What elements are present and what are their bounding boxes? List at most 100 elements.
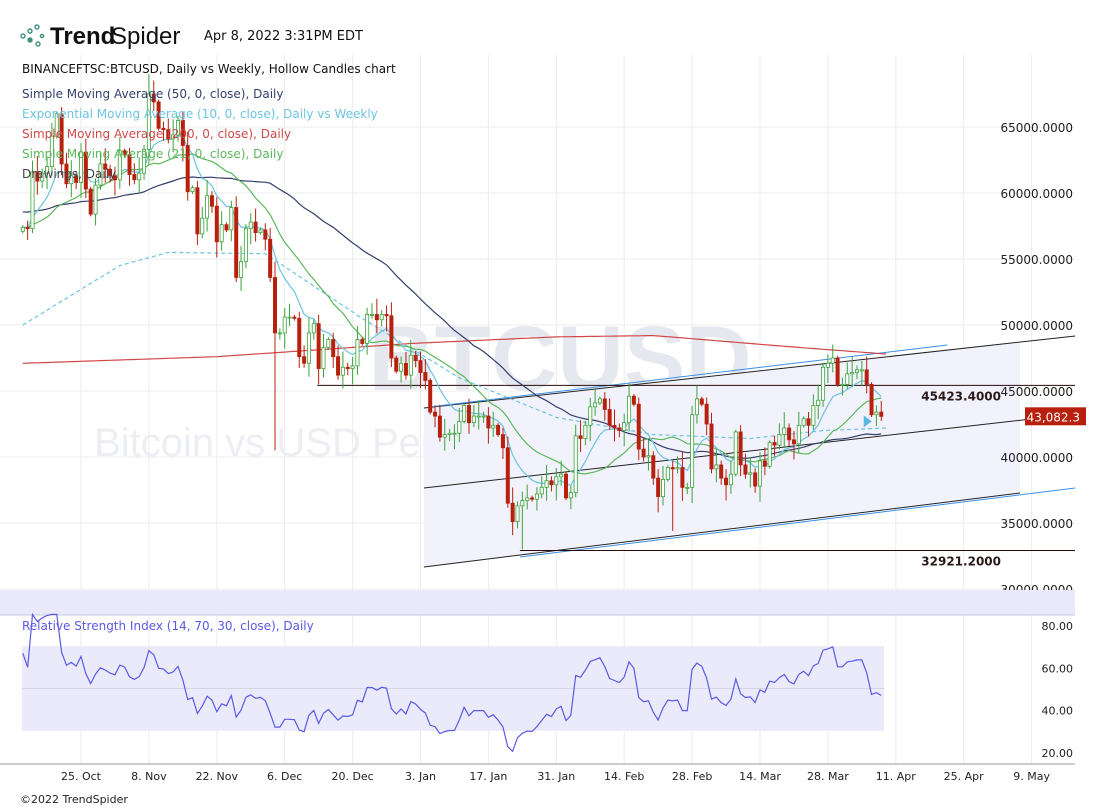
legend-item: Simple Moving Average (50, 0, close), Da… bbox=[22, 87, 283, 101]
candle-body bbox=[239, 261, 244, 278]
y-tick-label: 50000.0000 bbox=[1000, 319, 1073, 333]
candle-body bbox=[782, 427, 787, 435]
y-tick-label: 55000.0000 bbox=[1000, 253, 1073, 267]
x-tick-label: 17. Jan bbox=[469, 770, 507, 783]
candle-body bbox=[699, 398, 704, 405]
candle-body bbox=[428, 380, 433, 413]
legend-item: Drawings, Daily bbox=[22, 167, 116, 181]
y-tick-label: 35000.0000 bbox=[1000, 517, 1073, 531]
candle-body bbox=[20, 226, 25, 232]
candle-body bbox=[583, 424, 588, 439]
x-tick-label: 22. Nov bbox=[196, 770, 239, 783]
time-axis[interactable]: 25. Oct 8. Nov 22. Nov 6. Dec 20. Dec 3. Jan 1… bbox=[61, 770, 1050, 783]
copyright: ©2022 TrendSpider bbox=[20, 793, 128, 806]
candle-body bbox=[437, 415, 442, 438]
candle-body bbox=[302, 356, 307, 364]
candle-body bbox=[670, 467, 675, 470]
panel-separator[interactable] bbox=[0, 590, 1075, 615]
candle-body bbox=[413, 354, 418, 362]
candle-body bbox=[326, 339, 331, 348]
candle-body bbox=[287, 316, 292, 319]
ema10-line bbox=[22, 134, 882, 487]
candle-body bbox=[112, 175, 117, 181]
spider-logo-icon bbox=[20, 24, 45, 47]
candle-body bbox=[243, 228, 248, 263]
candle-body bbox=[190, 187, 195, 193]
candle-body bbox=[214, 205, 219, 243]
candle-body bbox=[743, 464, 748, 475]
rsi-panel: 80.00 60.00 40.00 20.00 bbox=[22, 612, 1074, 760]
candle-body bbox=[641, 448, 646, 458]
candle-body bbox=[272, 277, 277, 334]
candle-body bbox=[748, 472, 753, 475]
candle-body bbox=[661, 479, 666, 498]
candle-body bbox=[840, 383, 845, 386]
candle-body bbox=[578, 435, 583, 439]
candle-body bbox=[394, 357, 399, 372]
rsi-line bbox=[22, 612, 882, 753]
candle-body bbox=[554, 476, 559, 486]
candle-body bbox=[442, 434, 447, 438]
candle-body bbox=[728, 473, 733, 486]
candle-body bbox=[597, 398, 602, 404]
candle-body bbox=[767, 442, 772, 467]
legend-item: Exponential Moving Average (10, 0, close… bbox=[22, 107, 378, 121]
candle-body bbox=[209, 195, 214, 207]
candle-body bbox=[98, 163, 103, 186]
level-label: 32921.2000 bbox=[921, 554, 1001, 568]
candle-body bbox=[103, 163, 108, 170]
candle-body bbox=[796, 424, 801, 445]
candle-body bbox=[806, 418, 811, 426]
candle-body bbox=[447, 432, 452, 435]
ema10-weekly-line bbox=[22, 251, 887, 440]
candle-body bbox=[665, 467, 670, 480]
candle-body bbox=[758, 460, 763, 487]
candle-body bbox=[549, 480, 554, 486]
candle-body bbox=[719, 464, 724, 479]
candle-body bbox=[79, 151, 84, 183]
rsi-tick-label: 60.00 bbox=[1042, 662, 1074, 675]
candle-body bbox=[859, 369, 864, 372]
rsi-tick-label: 80.00 bbox=[1042, 620, 1074, 633]
candle-body bbox=[345, 366, 350, 369]
x-tick-label: 8. Nov bbox=[131, 770, 167, 783]
candle-body bbox=[816, 399, 821, 406]
x-tick-label: 25. Oct bbox=[61, 770, 102, 783]
brand-light: Spider bbox=[111, 23, 180, 50]
sma200-line bbox=[22, 335, 887, 364]
candle-body bbox=[166, 129, 171, 140]
candle-body bbox=[724, 477, 729, 486]
candle-body bbox=[825, 362, 830, 368]
candle-body bbox=[137, 172, 142, 181]
candle-body bbox=[45, 166, 50, 174]
legend-item: Simple Moving Average (200, 0, close), D… bbox=[22, 127, 291, 141]
candle-body bbox=[331, 339, 336, 358]
candle-body bbox=[636, 403, 641, 450]
candle-body bbox=[612, 424, 617, 429]
x-tick-label: 6. Dec bbox=[267, 770, 302, 783]
candle-body bbox=[520, 500, 525, 507]
candle-body bbox=[268, 238, 273, 278]
candle-body bbox=[762, 460, 767, 467]
candle-body bbox=[59, 113, 64, 165]
candle-body bbox=[74, 175, 79, 183]
x-tick-label: 3. Jan bbox=[405, 770, 436, 783]
candle-body bbox=[617, 427, 622, 431]
candle-body bbox=[685, 486, 690, 489]
x-tick-label: 28. Feb bbox=[672, 770, 712, 783]
y-tick-label: 65000.0000 bbox=[1000, 121, 1073, 135]
candle-body bbox=[219, 224, 224, 243]
x-tick-label: 9. May bbox=[1013, 770, 1050, 783]
trendline-channel-upper-blue bbox=[430, 344, 948, 408]
last-price-tag bbox=[1025, 407, 1086, 426]
candle-body bbox=[476, 415, 481, 418]
candle-body bbox=[544, 480, 549, 488]
play-marker-icon bbox=[863, 415, 872, 428]
timestamp: Apr 8, 2022 3:31PM EDT bbox=[204, 29, 363, 44]
x-tick-label: 28. Mar bbox=[807, 770, 849, 783]
candle-body bbox=[403, 362, 408, 376]
candle-body bbox=[500, 434, 505, 449]
candle-body bbox=[83, 151, 88, 190]
candle-body bbox=[54, 113, 59, 137]
